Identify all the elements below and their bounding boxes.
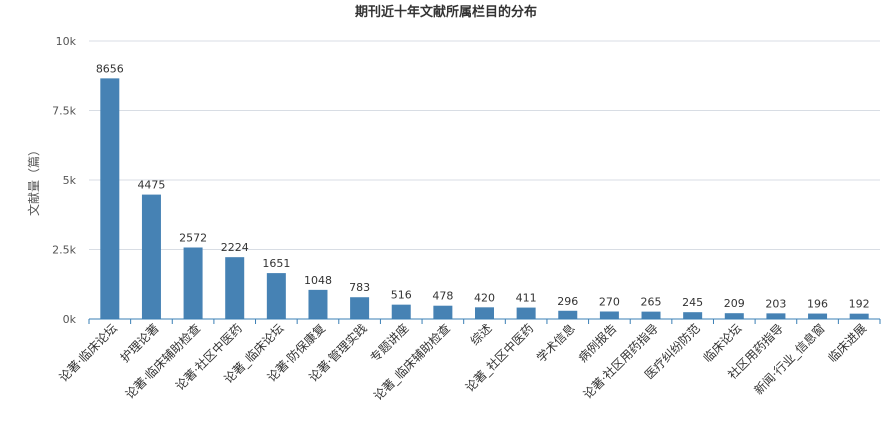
data-label: 196	[807, 298, 828, 311]
data-label: 1651	[262, 257, 290, 270]
bar[interactable]	[599, 311, 619, 319]
data-label: 516	[391, 289, 412, 302]
x-tick-label: 论著_临床辅助检查	[370, 321, 453, 404]
x-axis-ticks: 论著·临床论坛护理论著论著·临床辅助检查论著·社区中医药论著_临床论坛论著·防保…	[56, 319, 881, 404]
y-axis-ticks: 0k 2.5k 5k 7.5k 10k	[52, 35, 76, 326]
bar[interactable]	[350, 297, 370, 319]
data-labels: 8656 4475 2572 2224 1651 1048 783 516 478 420 411 2…	[96, 62, 870, 310]
y-tick-label: 10k	[56, 35, 77, 48]
bars	[100, 78, 869, 320]
y-tick-label: 2.5k	[52, 244, 76, 257]
x-tick-label: 综述	[468, 321, 495, 348]
y-tick-label: 5k	[63, 174, 77, 187]
bar[interactable]	[225, 257, 245, 319]
data-label: 420	[474, 291, 495, 304]
x-tick-label: 论著·临床论坛	[56, 321, 120, 385]
data-label: 192	[849, 298, 870, 311]
y-tick-label: 0k	[63, 313, 77, 326]
bar[interactable]	[641, 311, 661, 319]
x-tick-label: 临床进展	[825, 321, 869, 365]
bar[interactable]	[683, 312, 703, 319]
x-tick-label: 论著·临床辅助检查	[122, 321, 203, 402]
data-label: 2224	[221, 241, 249, 254]
chart-title: 期刊近十年文献所属栏目的分布	[355, 4, 537, 20]
gridlines	[89, 40, 880, 250]
y-axis-label: 文献量（篇）	[26, 144, 41, 216]
x-tick-label: 学术信息	[533, 321, 578, 366]
bar[interactable]	[433, 305, 453, 319]
y-tick-label: 7.5k	[52, 105, 76, 118]
data-label: 203	[765, 297, 786, 310]
bar[interactable]	[724, 313, 744, 319]
data-label: 4475	[137, 179, 165, 192]
bar[interactable]	[808, 313, 828, 319]
data-label: 783	[349, 281, 370, 294]
x-tick-label: 新闻·行业_信息窗	[751, 321, 828, 398]
data-label: 296	[557, 295, 578, 308]
data-label: 270	[599, 295, 620, 308]
bar[interactable]	[141, 194, 161, 319]
bar[interactable]	[516, 307, 536, 319]
bar[interactable]	[475, 307, 494, 319]
bar[interactable]	[849, 313, 869, 319]
data-label: 209	[724, 297, 745, 310]
data-label: 478	[432, 290, 453, 303]
x-tick-label: 论著·社区用药指导	[580, 321, 661, 402]
bar[interactable]	[308, 289, 328, 319]
bar[interactable]	[391, 304, 411, 319]
bar[interactable]	[183, 247, 203, 319]
bar[interactable]	[266, 273, 286, 319]
data-label: 8656	[96, 62, 124, 75]
data-label: 265	[641, 296, 662, 309]
data-label: 411	[516, 292, 537, 305]
bar[interactable]	[766, 313, 786, 319]
data-label: 245	[682, 296, 703, 309]
bar[interactable]	[558, 310, 578, 319]
data-label: 1048	[304, 274, 332, 287]
data-label: 2572	[179, 231, 207, 244]
bar[interactable]	[100, 78, 120, 320]
